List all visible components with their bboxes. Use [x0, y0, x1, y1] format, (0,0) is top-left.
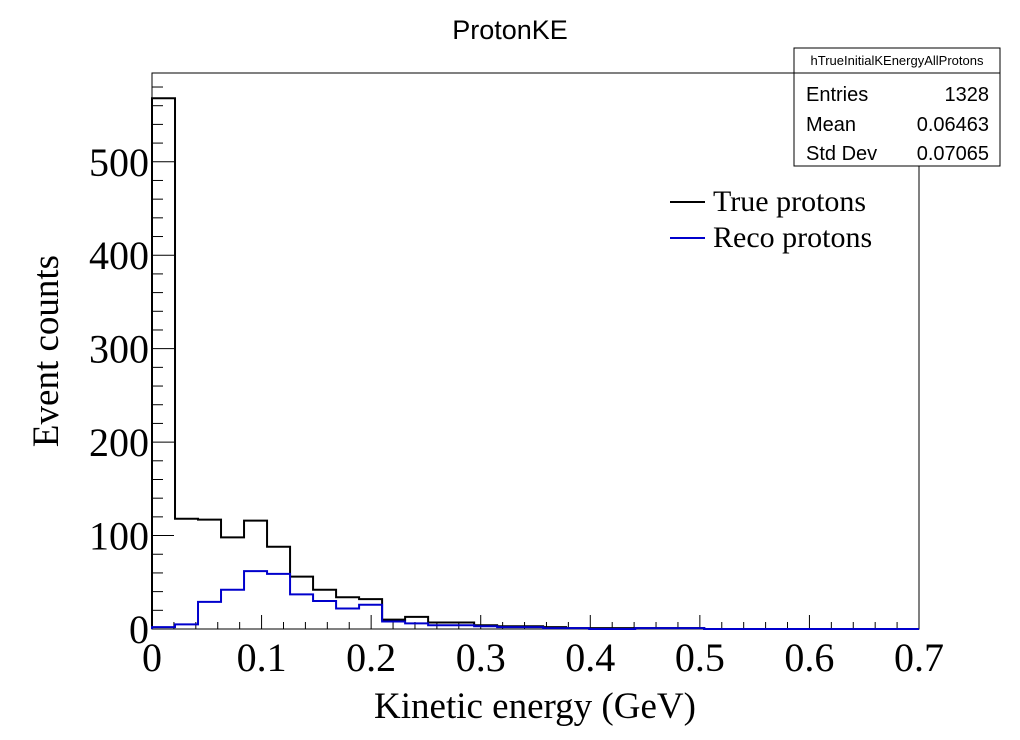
x-tick-label: 0.6 [784, 635, 834, 680]
y-tick-labels: 0 100 200 300 400 500 [89, 140, 149, 652]
legend-label-true: True protons [713, 185, 866, 218]
x-tick-label: 0.7 [894, 635, 944, 680]
x-tick-label: 0 [142, 635, 162, 680]
x-tick-label: 0.5 [675, 635, 725, 680]
series-reco-protons [151, 570, 919, 630]
x-tick-label: 0.3 [456, 635, 506, 680]
stats-box: hTrueInitialKEnergyAllProtons Entries 13… [793, 47, 1001, 167]
x-tick-label: 0.1 [237, 635, 287, 680]
x-tick-label: 0.2 [346, 635, 396, 680]
chart-title: ProtonKE [452, 15, 568, 45]
stats-mean-value: 0.06463 [917, 114, 989, 136]
stats-entries-value: 1328 [945, 84, 990, 106]
y-tick-label: 400 [89, 233, 149, 278]
stats-mean-label: Mean [806, 114, 856, 136]
y-tick-label: 200 [89, 420, 149, 465]
stats-stddev-value: 0.07065 [917, 143, 989, 165]
stats-entries-label: Entries [806, 84, 868, 106]
stats-stddev-label: Std Dev [806, 143, 877, 165]
series-true-protons [151, 97, 919, 630]
x-axis-title: Kinetic energy (GeV) [374, 686, 696, 727]
y-tick-label: 300 [89, 327, 149, 372]
x-tick-label: 0.4 [565, 635, 615, 680]
x-tick-labels: 0 0.1 0.2 0.3 0.4 0.5 0.6 0.7 [142, 635, 944, 680]
legend-label-reco: Reco protons [713, 221, 872, 254]
y-axis-title: Event counts [26, 255, 67, 447]
stats-histogram-name: hTrueInitialKEnergyAllProtons [811, 53, 984, 68]
y-tick-label: 500 [89, 140, 149, 185]
stats-box-frame [793, 47, 1001, 167]
series-group [151, 97, 919, 630]
legend: True protons Reco protons [670, 185, 872, 254]
y-tick-label: 100 [89, 514, 149, 559]
y-tick-label: 0 [129, 607, 149, 652]
